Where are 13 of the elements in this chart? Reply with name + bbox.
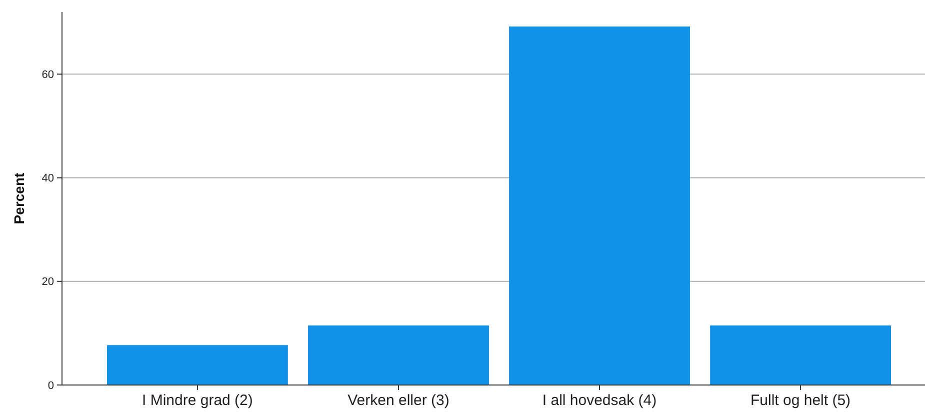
- x-tick-label: Fullt og helt (5): [750, 392, 851, 409]
- x-tick-label: Verken eller (3): [348, 392, 450, 409]
- y-tick-label: 0: [48, 380, 54, 392]
- x-tick-label: I Mindre grad (2): [142, 392, 253, 409]
- y-axis-title: Percent: [11, 172, 27, 224]
- bar: [308, 325, 489, 385]
- y-tick-label: 40: [42, 172, 54, 185]
- bar: [107, 345, 288, 385]
- bar: [710, 325, 891, 385]
- y-tick-label: 20: [42, 276, 54, 288]
- y-tick-label: 60: [42, 69, 54, 82]
- bar: [509, 26, 690, 385]
- x-tick-label: I all hovedsak (4): [542, 392, 657, 409]
